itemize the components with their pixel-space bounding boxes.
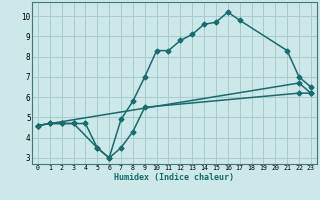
X-axis label: Humidex (Indice chaleur): Humidex (Indice chaleur) (115, 173, 234, 182)
